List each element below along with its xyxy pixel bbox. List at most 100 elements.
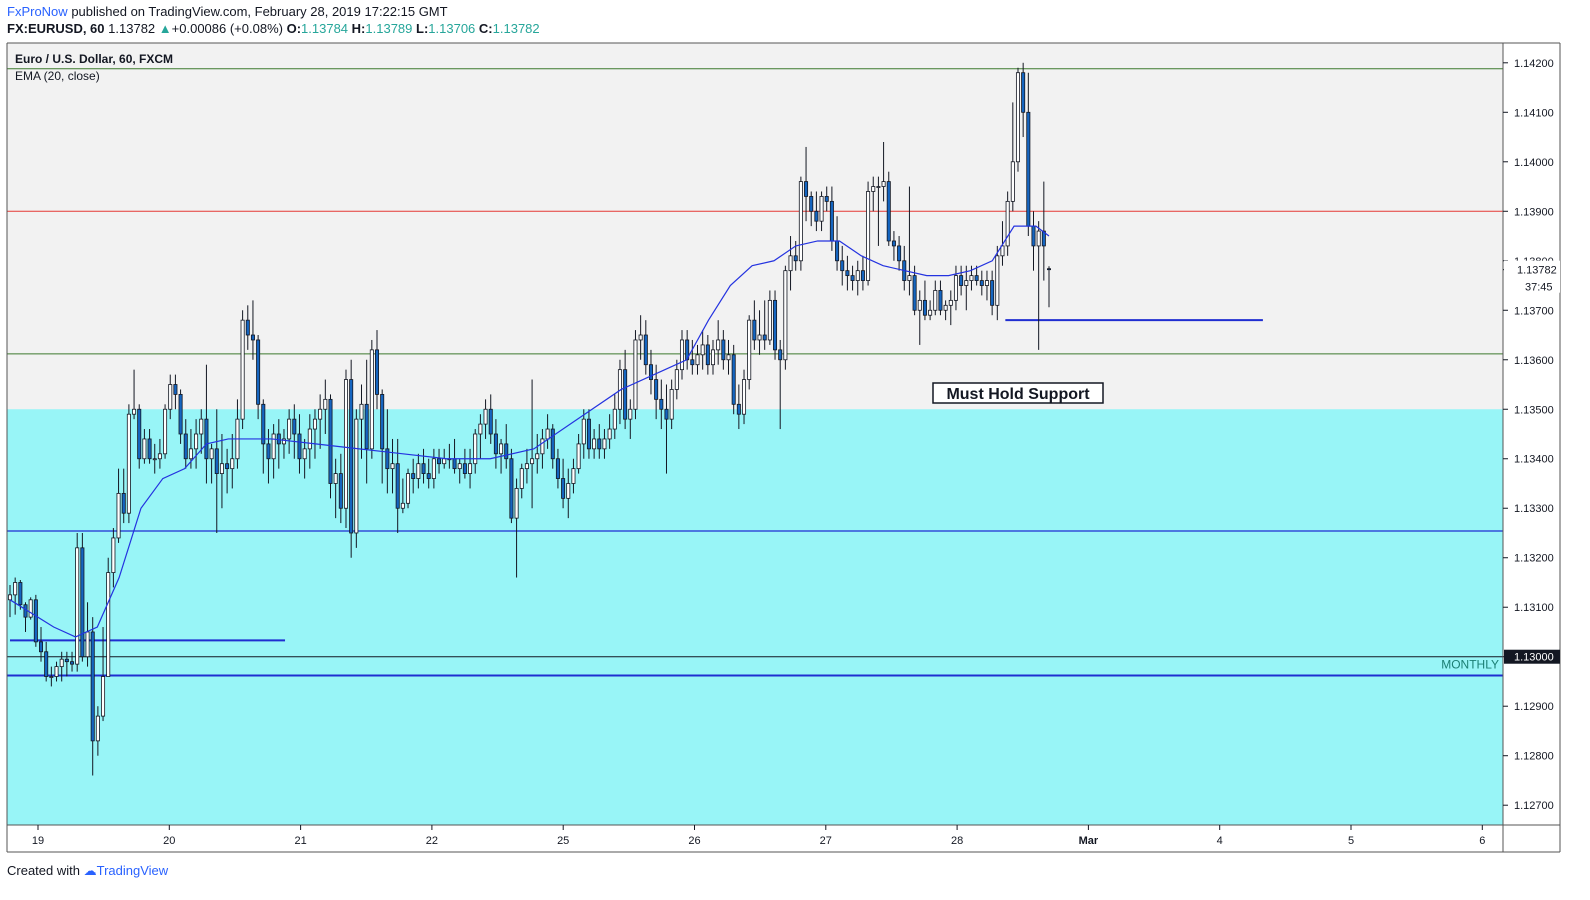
candle-body <box>157 453 162 460</box>
candle-body <box>716 339 721 351</box>
candle-body <box>173 384 178 395</box>
candle-body <box>1005 200 1010 247</box>
candle-body <box>928 309 933 316</box>
legend-indicator[interactable]: EMA (20, close) <box>15 69 100 83</box>
high-label: H: <box>351 21 366 36</box>
candle <box>757 310 762 355</box>
candle <box>375 330 380 410</box>
y-tick-label: 1.13500 <box>1514 404 1554 416</box>
publisher-name[interactable]: FxProNow <box>7 4 68 19</box>
close-label: C: <box>478 21 493 36</box>
candle-body <box>13 582 18 596</box>
candle-body <box>984 280 989 286</box>
annotation-box[interactable]: Must Hold Support <box>932 382 1104 404</box>
candle-body <box>163 408 168 455</box>
candle <box>638 315 643 360</box>
candle-body <box>524 463 529 470</box>
candle-body <box>7 594 12 601</box>
candle-body <box>742 379 747 415</box>
candle-body <box>421 463 426 474</box>
candle <box>804 146 809 222</box>
candle-body <box>990 280 995 306</box>
candle <box>752 300 757 350</box>
candle <box>933 280 938 316</box>
candle <box>607 414 612 449</box>
candle-body <box>783 270 788 361</box>
candle <box>1005 191 1010 256</box>
y-tick-label: 1.13400 <box>1514 454 1554 466</box>
candle <box>59 651 64 682</box>
candle-body <box>933 290 938 311</box>
candle-body <box>312 418 317 430</box>
candle <box>886 171 891 246</box>
candle-body <box>137 408 142 460</box>
candle-body <box>835 240 840 262</box>
candle <box>643 320 648 375</box>
candle-body <box>643 334 648 366</box>
candle-body <box>917 299 922 311</box>
candle-body <box>318 408 323 420</box>
candle-body <box>711 349 716 366</box>
candle-body <box>64 658 69 663</box>
candle-body <box>457 463 462 470</box>
candle-body <box>747 319 752 380</box>
candle-body <box>623 369 628 420</box>
candle-body <box>493 433 498 455</box>
candle <box>648 349 653 395</box>
candle-body <box>266 443 271 460</box>
candle-body <box>566 483 571 499</box>
demand-zone <box>7 409 1503 825</box>
tradingview-link[interactable]: TradingView <box>96 863 169 878</box>
candle-body <box>199 418 204 435</box>
candle-body <box>674 369 679 390</box>
candle <box>628 399 633 439</box>
y-tick-label: 1.14000 <box>1514 157 1554 169</box>
candle <box>395 438 400 533</box>
candle-body <box>871 186 876 192</box>
candle <box>478 414 483 459</box>
candle <box>261 399 266 474</box>
candle-body <box>798 181 803 262</box>
candle <box>297 414 302 474</box>
candle-body <box>462 463 467 474</box>
candle <box>705 335 710 375</box>
y-axis: 1.142001.141001.140001.139001.138001.137… <box>1503 58 1554 812</box>
candle-body <box>147 438 152 460</box>
candle <box>106 557 111 677</box>
candle-body <box>1015 72 1020 163</box>
monthly-price-marker: 1.13000 <box>1504 649 1560 664</box>
candle <box>54 661 59 682</box>
candle-body <box>1036 230 1041 247</box>
tradingview-logo-icon: ☁ <box>83 863 97 878</box>
candle <box>421 448 426 484</box>
candle-body <box>44 651 49 677</box>
candle-body <box>648 364 653 380</box>
candle-body <box>142 438 147 460</box>
candle-body <box>121 492 126 514</box>
candle <box>974 265 979 286</box>
candle-body <box>845 270 850 277</box>
ohlc-line: FX:EURUSD, 60 1.13782 ▲+0.00086 (+0.08%)… <box>7 21 540 36</box>
candle <box>95 706 100 756</box>
candle <box>767 290 772 345</box>
open-label: O: <box>286 21 302 36</box>
candle-body <box>1010 161 1015 202</box>
candle <box>995 245 1000 321</box>
candle <box>271 424 276 479</box>
candle-body <box>338 473 343 509</box>
candle <box>664 384 669 474</box>
candle <box>778 339 783 430</box>
candle <box>312 409 317 459</box>
candle <box>323 379 328 434</box>
candle <box>468 448 473 489</box>
candle <box>132 369 137 420</box>
candles-group <box>7 62 1052 776</box>
candle <box>493 419 498 469</box>
candle-body <box>907 275 912 281</box>
candle-body <box>762 334 767 341</box>
candle-body <box>679 339 684 371</box>
candle-body <box>90 631 95 742</box>
candle-body <box>576 443 581 470</box>
candle-body <box>726 354 731 361</box>
